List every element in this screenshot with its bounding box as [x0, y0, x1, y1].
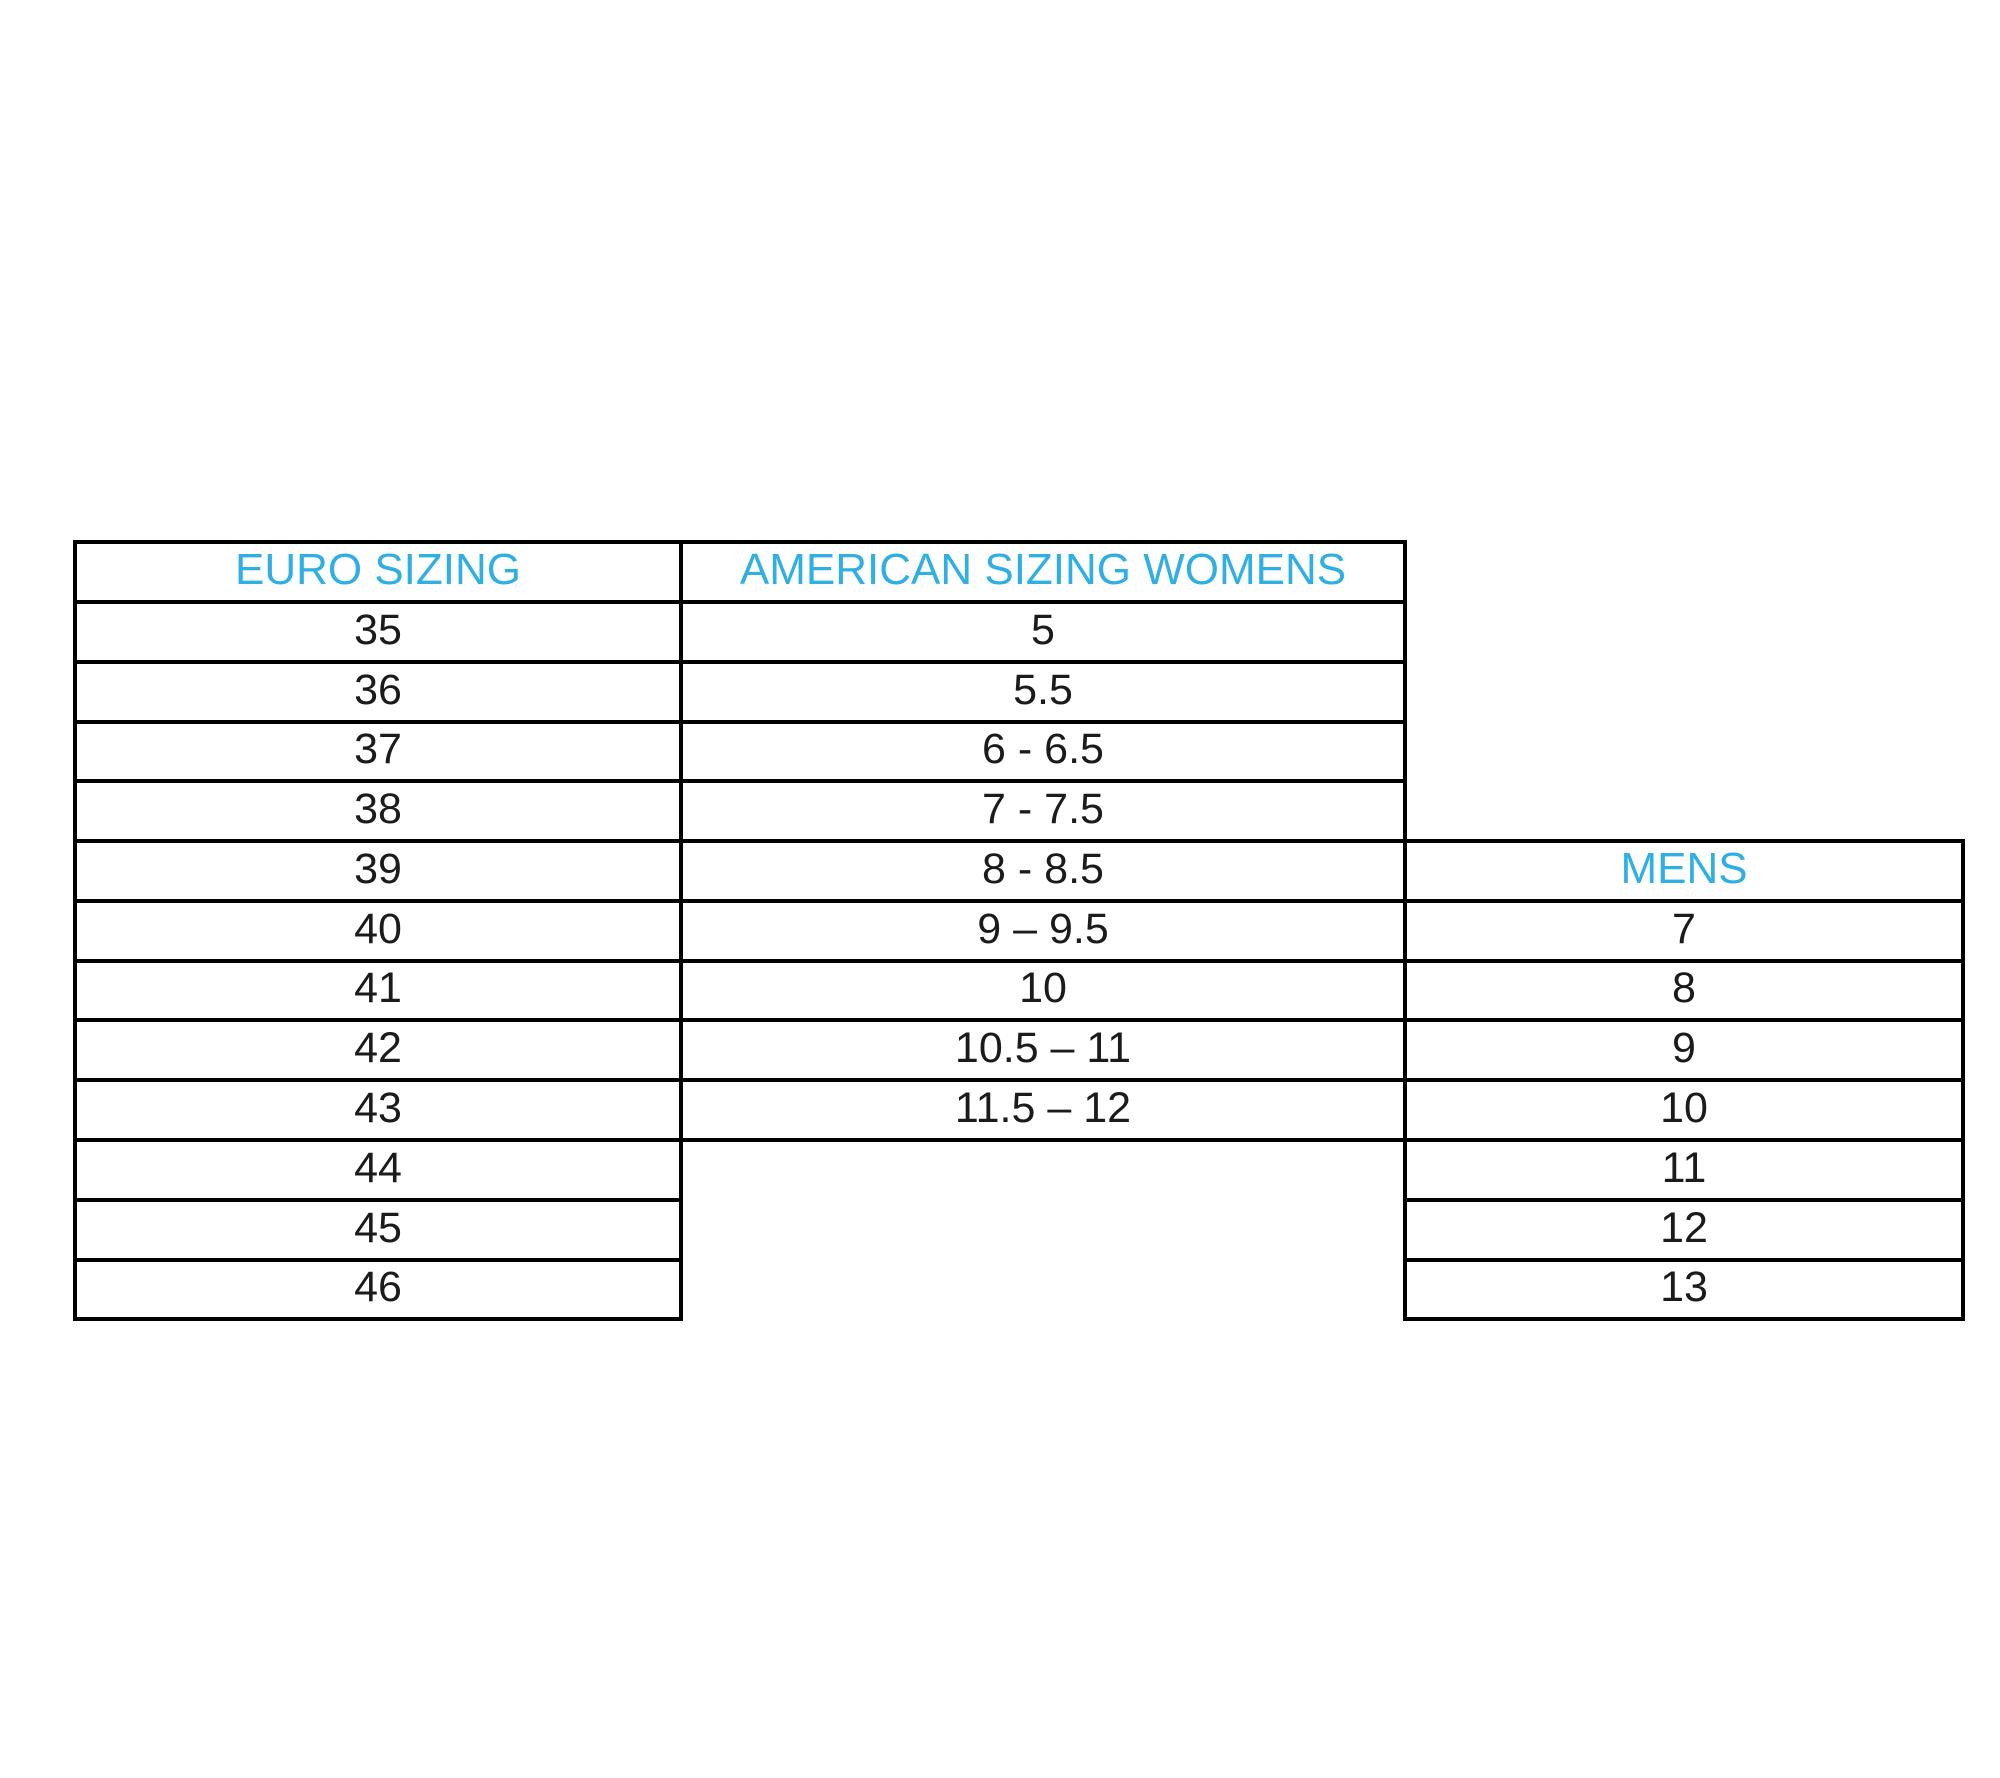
cell-text: 12	[1660, 1203, 1708, 1252]
cell-womens-row6: 9 – 9.5	[679, 899, 1407, 963]
cell-euro-row7: 41	[73, 959, 683, 1022]
cell-euro-row5: 39	[73, 839, 683, 903]
cell-womens-row2: 5.5	[679, 660, 1407, 724]
cell-womens-row4: 7 - 7.5	[679, 779, 1407, 843]
cell-text: 10	[1019, 964, 1067, 1012]
cell-euro-row1: 35	[73, 600, 683, 664]
cell-text: 40	[354, 904, 402, 953]
cell-text: 7	[1672, 904, 1696, 953]
cell-euro-row10: 44	[73, 1138, 683, 1202]
cell-womens-row9: 11.5 – 12	[679, 1078, 1407, 1142]
cell-euro-row3: 37	[73, 720, 683, 783]
cell-text: 8 - 8.5	[982, 844, 1104, 893]
cell-euro-row12: 46	[73, 1258, 683, 1321]
column-header-mens: MENS	[1403, 839, 1965, 903]
cell-womens-row7: 10	[679, 959, 1407, 1022]
cell-text: 9 – 9.5	[977, 904, 1109, 953]
cell-text: 10	[1660, 1083, 1708, 1132]
cell-womens-row5: 8 - 8.5	[679, 839, 1407, 903]
cell-text: 37	[354, 725, 402, 773]
cell-text: 7 - 7.5	[982, 784, 1104, 833]
cell-text: 11.5 – 12	[954, 1083, 1132, 1132]
cell-text: 41	[354, 964, 402, 1012]
cell-mens-row6: 7	[1403, 899, 1965, 963]
cell-mens-row8: 9	[1403, 1018, 1965, 1082]
cell-text: 38	[354, 784, 402, 833]
cell-mens-row9: 10	[1403, 1078, 1965, 1142]
cell-text: 13	[1660, 1263, 1708, 1311]
cell-text: 5	[1031, 605, 1055, 654]
cell-text: 43	[354, 1083, 402, 1132]
cell-euro-row8: 42	[73, 1018, 683, 1082]
cell-text: 44	[354, 1143, 402, 1192]
cell-euro-row11: 45	[73, 1198, 683, 1262]
cell-text: 11	[1661, 1143, 1707, 1192]
cell-euro-row6: 40	[73, 899, 683, 963]
column-header-euro: EURO SIZING	[73, 540, 683, 604]
column-header-womens: AMERICAN SIZING WOMENS	[679, 540, 1407, 604]
cell-womens-row1: 5	[679, 600, 1407, 664]
cell-mens-row12: 13	[1403, 1258, 1965, 1321]
cell-text: 9	[1672, 1023, 1696, 1072]
cell-text: 45	[354, 1203, 402, 1252]
cell-womens-row8: 10.5 – 11	[679, 1018, 1407, 1082]
cell-text: 6 - 6.5	[982, 725, 1104, 773]
cell-euro-row9: 43	[73, 1078, 683, 1142]
cell-text: MENS	[1620, 844, 1748, 893]
cell-euro-row4: 38	[73, 779, 683, 843]
cell-text: 10.5 – 11	[954, 1023, 1132, 1072]
cell-text: 8	[1672, 964, 1696, 1012]
cell-text: 35	[354, 605, 402, 654]
cell-euro-row2: 36	[73, 660, 683, 724]
cell-mens-row7: 8	[1403, 959, 1965, 1022]
cell-text: 5.5	[1013, 665, 1073, 714]
cell-text: AMERICAN SIZING WOMENS	[739, 545, 1347, 594]
cell-womens-row3: 6 - 6.5	[679, 720, 1407, 783]
cell-mens-row11: 12	[1403, 1198, 1965, 1262]
cell-text: EURO SIZING	[234, 545, 522, 594]
cell-text: 39	[354, 844, 402, 893]
cell-text: 36	[354, 665, 402, 714]
cell-text: 46	[354, 1263, 402, 1311]
cell-mens-row10: 11	[1403, 1138, 1965, 1202]
cell-text: 42	[354, 1023, 402, 1072]
